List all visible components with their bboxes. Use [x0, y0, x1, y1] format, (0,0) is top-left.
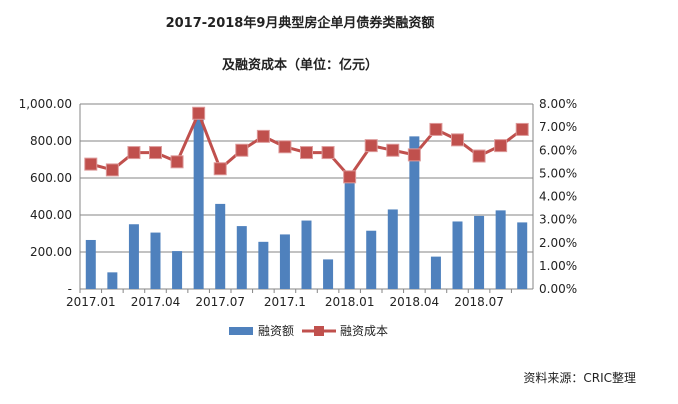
- y-right-tick-label: 4.00%: [539, 190, 577, 204]
- line-point: [494, 139, 508, 153]
- bar: [150, 232, 161, 289]
- line-point: [386, 143, 400, 157]
- y-right-tick-label: 8.00%: [539, 97, 577, 111]
- bar: [323, 259, 334, 289]
- bar: [85, 239, 96, 289]
- x-tick-label: 2018.07: [454, 295, 504, 309]
- bar: [474, 215, 485, 289]
- legend-label: 融资成本: [340, 324, 388, 338]
- y-right-tick-label: 5.00%: [539, 166, 577, 180]
- y-left-tick-label: 1,000.00: [19, 97, 72, 111]
- bar: [193, 116, 204, 289]
- line-point: [192, 106, 206, 120]
- y-right-tick-label: 3.00%: [539, 213, 577, 227]
- line-point: [278, 140, 292, 154]
- line-point: [213, 162, 227, 176]
- legend-marker: [314, 326, 324, 336]
- y-left-tick-label: 400.00: [30, 208, 72, 222]
- bar: [107, 272, 118, 289]
- chart-title: 2017-2018年9月典型房企单月债券类融资额: [166, 15, 435, 31]
- y-right-tick-label: 7.00%: [539, 120, 577, 134]
- line-point: [515, 122, 529, 136]
- line-point: [321, 146, 335, 160]
- line-point: [235, 143, 249, 157]
- bar: [344, 181, 355, 289]
- x-tick-label: 2017.07: [195, 295, 245, 309]
- y-left-tick-label: -: [68, 282, 72, 296]
- bar: [409, 136, 420, 289]
- bar: [301, 220, 312, 289]
- bar: [279, 234, 290, 289]
- line-point: [429, 122, 443, 136]
- y-left-tick-label: 200.00: [30, 245, 72, 259]
- x-tick-label: 2018.01: [325, 295, 375, 309]
- y-left-tick-label: 600.00: [30, 171, 72, 185]
- bar: [236, 226, 247, 289]
- x-tick-label: 2017.04: [131, 295, 181, 309]
- chart-subtitle: 及融资成本（单位：亿元）: [222, 57, 378, 73]
- bar: [452, 221, 463, 289]
- y-left-tick-label: 800.00: [30, 134, 72, 148]
- line-point: [127, 146, 141, 160]
- legend-swatch-bar: [229, 327, 253, 335]
- line-point: [300, 146, 313, 160]
- line-point: [149, 146, 162, 160]
- legend: 融资额 融资成本: [229, 324, 388, 338]
- line-point: [256, 129, 270, 143]
- bar: [495, 210, 506, 289]
- line-point: [84, 157, 98, 171]
- y-right-tick-label: 2.00%: [539, 236, 577, 250]
- line-point: [170, 155, 184, 169]
- bar: [517, 222, 528, 289]
- source-note: 资料来源：CRIC整理: [523, 370, 636, 385]
- bar: [172, 251, 183, 289]
- line-point: [407, 148, 421, 162]
- line-point: [472, 149, 486, 163]
- x-tick-label: 2018.04: [390, 295, 440, 309]
- line-point: [105, 163, 119, 177]
- x-tick-label: 2017.01: [66, 295, 116, 309]
- line-point: [343, 170, 357, 184]
- x-tick-label: 2017.1: [264, 295, 306, 309]
- y-right-tick-label: 6.00%: [539, 143, 577, 157]
- bar: [387, 209, 398, 289]
- line-point: [364, 139, 378, 153]
- bar: [258, 241, 269, 289]
- bar: [215, 203, 226, 289]
- bar: [430, 256, 441, 289]
- line-point: [451, 133, 464, 147]
- y-right-tick-label: 0.00%: [539, 282, 577, 296]
- y-right-tick-label: 1.00%: [539, 259, 577, 273]
- legend-label: 融资额: [258, 324, 294, 338]
- bar: [128, 224, 139, 289]
- bar: [366, 230, 377, 289]
